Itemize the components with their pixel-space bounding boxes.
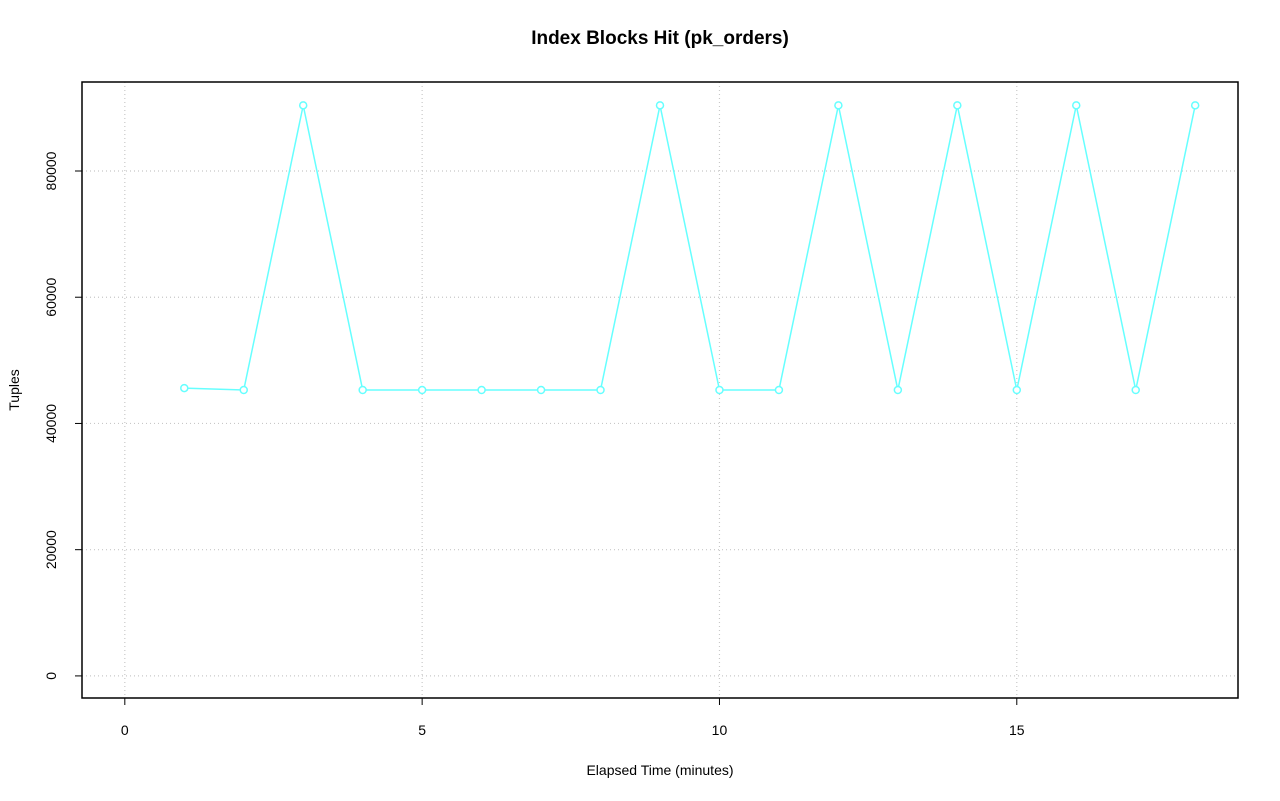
y-tick-label: 40000: [43, 404, 59, 443]
point: [536, 385, 546, 395]
plot-frame: [81, 81, 1239, 699]
y-tick-label: 0: [43, 672, 59, 680]
point: [1131, 385, 1140, 395]
point: [715, 385, 724, 395]
chart-title: Index Blocks Hit (pk_orders): [531, 28, 789, 49]
point: [1012, 385, 1022, 395]
point: [1190, 101, 1200, 110]
x-tick-label: 5: [418, 722, 426, 738]
x-tick-label: 15: [1009, 722, 1025, 738]
x-axis-label: Elapsed Time (minutes): [586, 762, 733, 778]
y-tick-label: 20000: [43, 530, 59, 569]
point: [1072, 101, 1081, 110]
point: [834, 101, 843, 110]
point: [298, 101, 308, 110]
point: [774, 385, 784, 395]
y-axis-label: Tuples: [6, 369, 22, 411]
y-tick-label: 80000: [43, 151, 59, 190]
point: [180, 383, 189, 393]
point: [239, 385, 248, 395]
x-tick-label: 10: [712, 722, 728, 738]
point: [417, 385, 427, 395]
point: [477, 385, 486, 395]
y-tick-label: 60000: [43, 278, 59, 317]
point: [655, 101, 665, 110]
x-tick-label: 0: [121, 722, 129, 738]
point: [893, 385, 903, 395]
point: [953, 101, 962, 110]
point: [358, 385, 367, 395]
point: [596, 385, 605, 395]
line: [184, 105, 1196, 391]
